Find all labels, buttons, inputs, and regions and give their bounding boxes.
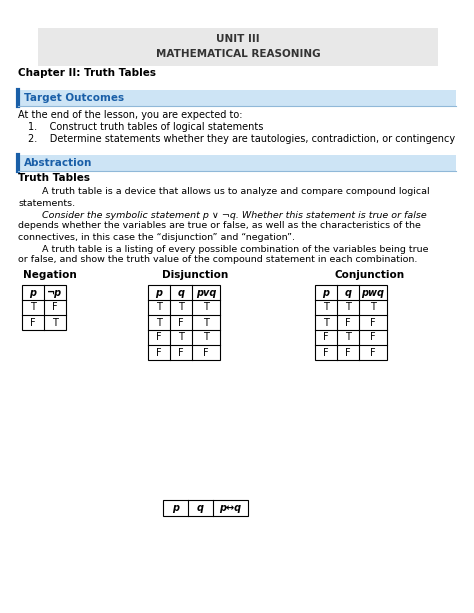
Text: T: T (178, 332, 184, 343)
Text: F: F (370, 348, 376, 357)
Text: T: T (203, 332, 209, 343)
Text: q: q (345, 287, 352, 297)
Text: F: F (370, 318, 376, 327)
Text: T: T (370, 302, 376, 313)
Text: T: T (178, 302, 184, 313)
Text: F: F (156, 332, 162, 343)
Text: At the end of the lesson, you are expected to:: At the end of the lesson, you are expect… (18, 110, 243, 120)
Text: UNIT III: UNIT III (216, 34, 260, 44)
Text: F: F (323, 332, 329, 343)
Text: T: T (345, 332, 351, 343)
Text: 1.    Construct truth tables of logical statements: 1. Construct truth tables of logical sta… (28, 122, 264, 132)
Text: T: T (156, 318, 162, 327)
Text: p: p (172, 503, 179, 513)
Text: F: F (345, 348, 351, 357)
Bar (22, 285, 66, 330)
Text: Negation: Negation (23, 270, 77, 280)
Bar (163, 500, 248, 516)
Text: depends whether the variables are true or false, as well as the characteristics : depends whether the variables are true o… (18, 221, 421, 230)
Text: Truth Tables: Truth Tables (18, 173, 90, 183)
Text: T: T (203, 302, 209, 313)
Text: F: F (178, 318, 184, 327)
Text: T: T (323, 318, 329, 327)
Text: F: F (30, 318, 36, 327)
Text: F: F (370, 332, 376, 343)
Text: Chapter II: Truth Tables: Chapter II: Truth Tables (18, 68, 156, 78)
Text: connectives, in this case the “disjunction” and “negation”.: connectives, in this case the “disjuncti… (18, 232, 295, 242)
Text: p: p (322, 287, 329, 297)
Text: statements.: statements. (18, 199, 75, 207)
Text: A truth table is a listing of every possible combination of the variables being : A truth table is a listing of every poss… (18, 245, 428, 254)
Text: q: q (177, 287, 184, 297)
Text: F: F (178, 348, 184, 357)
Text: pᴠq: pᴠq (196, 287, 216, 297)
Text: T: T (323, 302, 329, 313)
Text: Consider the symbolic statement p ∨ ¬q. Whether this statement is true or false: Consider the symbolic statement p ∨ ¬q. … (18, 210, 427, 219)
Bar (148, 285, 220, 360)
Text: p↔q: p↔q (219, 503, 242, 513)
Text: or false, and show the truth value of the compound statement in each combination: or false, and show the truth value of th… (18, 256, 418, 264)
Text: F: F (345, 318, 351, 327)
Bar (38, 28, 438, 66)
Text: p: p (155, 287, 163, 297)
Text: pᴡq: pᴡq (362, 287, 384, 297)
Bar (18, 90, 456, 106)
Text: Target Outcomes: Target Outcomes (24, 93, 124, 103)
Text: q: q (197, 503, 204, 513)
Text: T: T (345, 302, 351, 313)
Text: Conjunction: Conjunction (335, 270, 405, 280)
Text: 2.    Determine statements whether they are tautologies, contradiction, or conti: 2. Determine statements whether they are… (28, 134, 455, 144)
Text: F: F (156, 348, 162, 357)
Text: p: p (29, 287, 36, 297)
Text: Abstraction: Abstraction (24, 158, 92, 168)
Bar (315, 285, 387, 360)
Text: T: T (52, 318, 58, 327)
Text: A truth table is a device that allows us to analyze and compare compound logical: A truth table is a device that allows us… (18, 188, 429, 197)
Text: F: F (323, 348, 329, 357)
Text: T: T (203, 318, 209, 327)
Text: Disjunction: Disjunction (162, 270, 228, 280)
Text: ¬p: ¬p (47, 287, 63, 297)
Text: MATHEMATICAL REASONING: MATHEMATICAL REASONING (155, 49, 320, 59)
Text: F: F (52, 302, 58, 313)
Text: T: T (30, 302, 36, 313)
Text: T: T (156, 302, 162, 313)
Bar (18, 155, 456, 171)
Text: F: F (203, 348, 209, 357)
